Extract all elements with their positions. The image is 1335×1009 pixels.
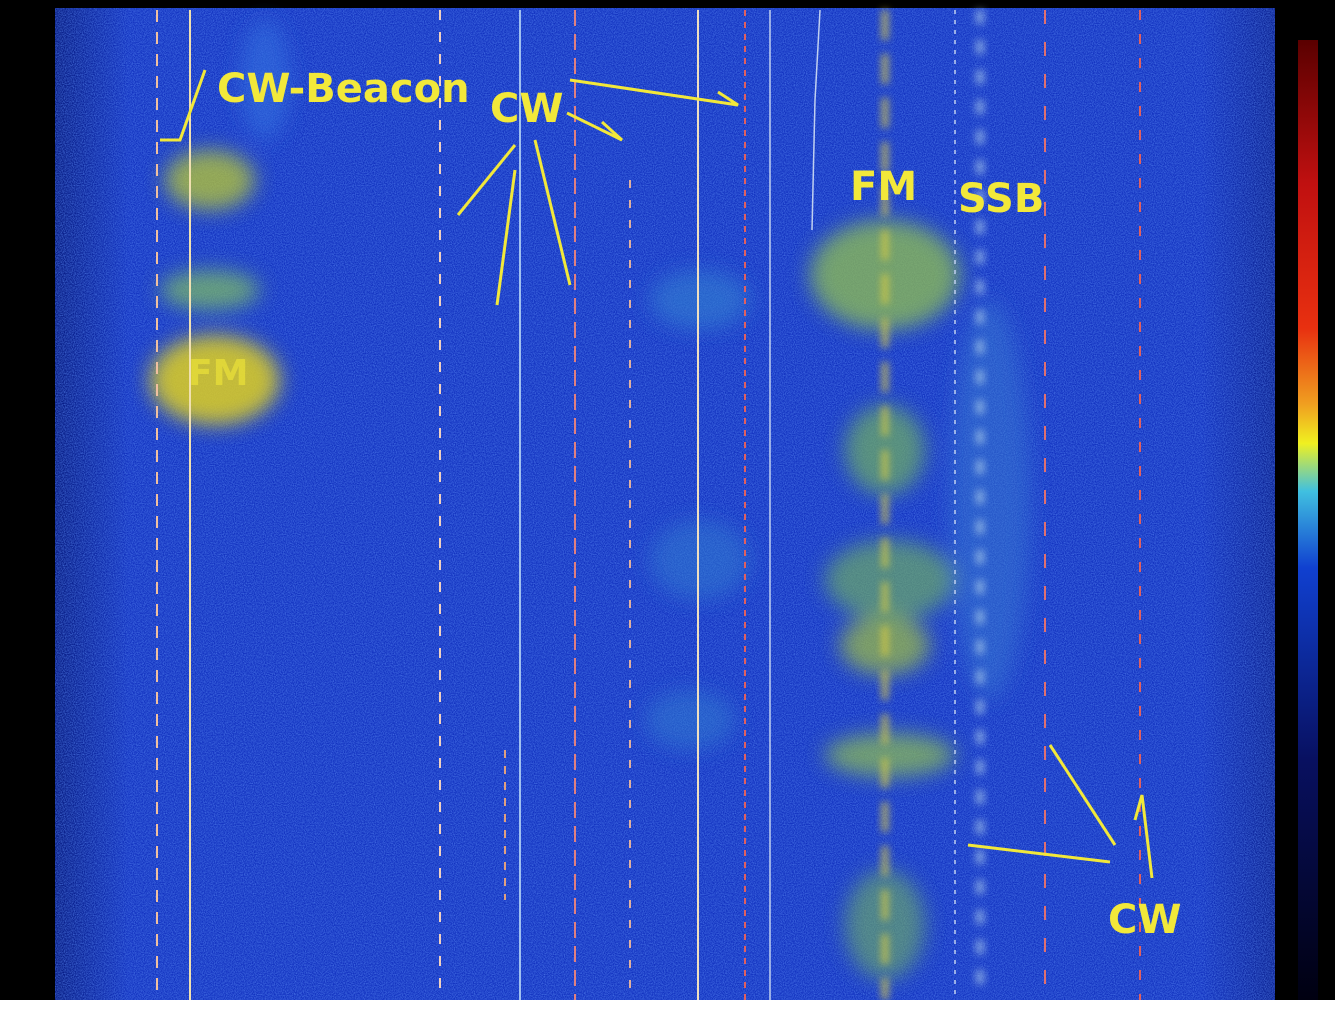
annotation-label: SSB: [958, 176, 1044, 222]
color-scale: [1298, 40, 1318, 1000]
page: {"annotations": {"cw_beacon": "CW-Beacon…: [0, 0, 1335, 1009]
annotation-label: CW-Beacon: [217, 66, 470, 112]
annotation-label: CW: [1108, 897, 1181, 943]
annotation-label: CW: [490, 86, 563, 132]
annotation-label: FM: [188, 353, 248, 394]
waterfall-screenshot: CW-Beacon CW FM FM SSB CW: [0, 0, 1335, 1009]
annotation-label: FM: [850, 164, 917, 210]
bottom-border: [0, 1000, 1335, 1009]
